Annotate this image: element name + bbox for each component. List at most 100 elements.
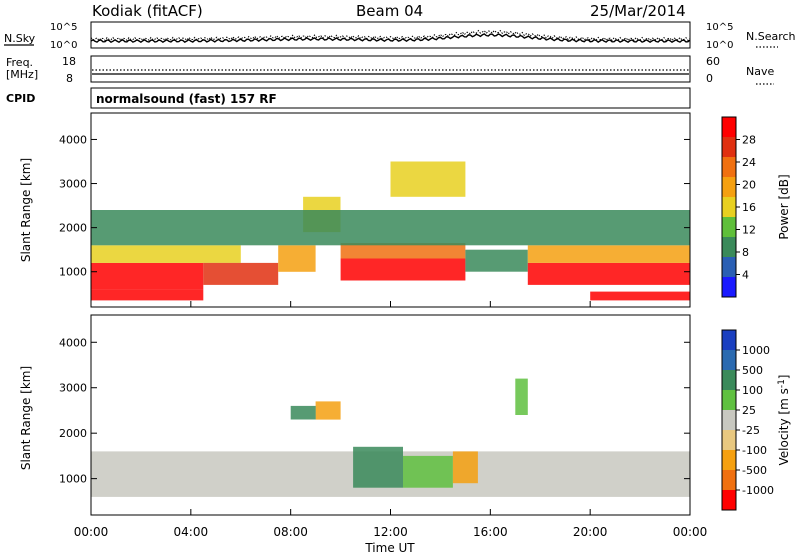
nave-tick-0: 0 (706, 72, 713, 85)
colorbar-segment (722, 350, 736, 370)
noise-tick-top-left: 10^5 (50, 22, 77, 33)
date-title: 25/Mar/2014 (590, 2, 686, 20)
heatmap-region (527, 245, 690, 263)
y-tick-label: 1000 (59, 473, 87, 486)
power-y-axis: 1000 2000 3000 4000 (59, 133, 690, 279)
colorbar-segment (722, 217, 736, 237)
nsearch-label: N.Search (746, 30, 796, 43)
velocity-heatmap-cells (91, 378, 690, 497)
heatmap-region (203, 262, 279, 285)
power-colorbar: 4 8 12 16 20 24 28 (722, 117, 756, 297)
heatmap-region (403, 455, 453, 488)
heatmap-region (590, 291, 690, 301)
colorbar-tick-label: 25 (742, 404, 756, 417)
colorbar-tick-label: -25 (742, 424, 760, 437)
nsky-label: N.Sky (4, 32, 36, 45)
colorbar-tick-label: 500 (742, 364, 763, 377)
nsearch-line (90, 29, 691, 42)
colorbar-tick-label: 1000 (742, 344, 770, 357)
colorbar-tick-label: -100 (742, 444, 767, 457)
heatmap-region (290, 405, 316, 420)
colorbar-tick-label: 8 (742, 246, 749, 259)
colorbar-tick-label: -1000 (742, 484, 774, 497)
colorbar-segment (722, 197, 736, 217)
x-tick-label: 00:00 (74, 525, 109, 539)
colorbar-tick-label: 100 (742, 384, 763, 397)
colorbar-segment (722, 257, 736, 277)
cpid-label: CPID (6, 92, 35, 105)
heatmap-region (340, 258, 466, 281)
station-title: Kodiak (fitACF) (92, 2, 203, 20)
nave-label: Nave (746, 65, 774, 78)
freq-tick-8: 8 (66, 72, 73, 85)
velocity-colorbar: 1000 500 100 25 -25 -100 -500 -1000 (722, 330, 774, 510)
velocity-colorbar-label-end: ] (777, 375, 791, 380)
noise-strip-frame (90, 21, 691, 49)
x-axis-label: Time UT (364, 541, 415, 554)
nsky-line (90, 33, 691, 44)
heatmap-region (315, 401, 341, 420)
y-tick-label: 1000 (59, 266, 87, 279)
y-tick-label: 2000 (59, 222, 87, 235)
velocity-colorbar-label: Velocity [m s-1] (777, 375, 791, 466)
colorbar-tick-label: -500 (742, 464, 767, 477)
velocity-colorbar-label-main: Velocity [m s (777, 388, 791, 465)
freq-label-1: Freq. (6, 56, 33, 69)
x-tick-label: 08:00 (273, 525, 308, 539)
x-tick-label: 04:00 (174, 525, 209, 539)
heatmap-region (91, 262, 204, 290)
heatmap-region (353, 446, 403, 488)
x-tick-label: 20:00 (573, 525, 608, 539)
colorbar-tick-label: 20 (742, 179, 756, 192)
colorbar-segment (722, 117, 736, 137)
power-colorbar-frame (721, 116, 737, 298)
heatmap-region (515, 378, 528, 415)
heatmap-region (91, 289, 204, 301)
freq-tick-18: 18 (62, 55, 76, 68)
x-tick-label: 00:00 (673, 525, 708, 539)
x-tick-label: 12:00 (373, 525, 408, 539)
power-x-tickmarks (90, 301, 691, 307)
colorbar-tick-label: 4 (742, 269, 749, 282)
freq-strip-frame (90, 55, 691, 83)
y-tick-label: 3000 (59, 382, 87, 395)
colorbar-segment (722, 490, 736, 510)
colorbar-tick-label: 28 (742, 134, 756, 147)
heatmap-region (340, 243, 466, 259)
freq-label-2: [MHz] (6, 68, 38, 81)
heatmap-region (465, 249, 528, 272)
noise-tick-bottom-right: 10^0 (706, 40, 733, 51)
noise-tick-top-right: 10^5 (706, 22, 733, 33)
nave-tick-60: 60 (706, 55, 720, 68)
heatmap-region (91, 210, 690, 246)
colorbar-segment (722, 410, 736, 430)
colorbar-segment (722, 277, 736, 297)
power-y-label: Slant Range [km] (19, 158, 33, 262)
power-heatmap-cells (91, 161, 690, 301)
x-tick-label: 16:00 (473, 525, 508, 539)
heatmap-region (527, 262, 690, 285)
power-colorbar-label: Power [dB] (777, 174, 791, 239)
colorbar-segment (722, 177, 736, 197)
y-tick-label: 3000 (59, 178, 87, 191)
colorbar-segment (722, 157, 736, 177)
noise-tick-bottom-left: 10^0 (50, 40, 77, 51)
y-tick-label: 2000 (59, 427, 87, 440)
colorbar-tick-label: 12 (742, 224, 756, 237)
noise-trace (90, 29, 691, 44)
colorbar-segment (722, 430, 736, 450)
velocity-colorbar-label-sup: -1 (777, 379, 787, 388)
beam-title: Beam 04 (356, 2, 423, 20)
colorbar-tick-label: 24 (742, 156, 756, 169)
velocity-x-axis: 00:00 04:00 08:00 12:00 16:00 20:00 00:00 (74, 509, 708, 539)
colorbar-segment (722, 330, 736, 350)
heatmap-region (452, 451, 478, 484)
colorbar-tick-label: 16 (742, 201, 756, 214)
colorbar-segment (722, 470, 736, 490)
colorbar-segment (722, 137, 736, 157)
colorbar-segment (722, 390, 736, 410)
colorbar-segment (722, 370, 736, 390)
velocity-y-axis: 1000 2000 3000 4000 (59, 336, 690, 486)
y-tick-label: 4000 (59, 133, 87, 146)
